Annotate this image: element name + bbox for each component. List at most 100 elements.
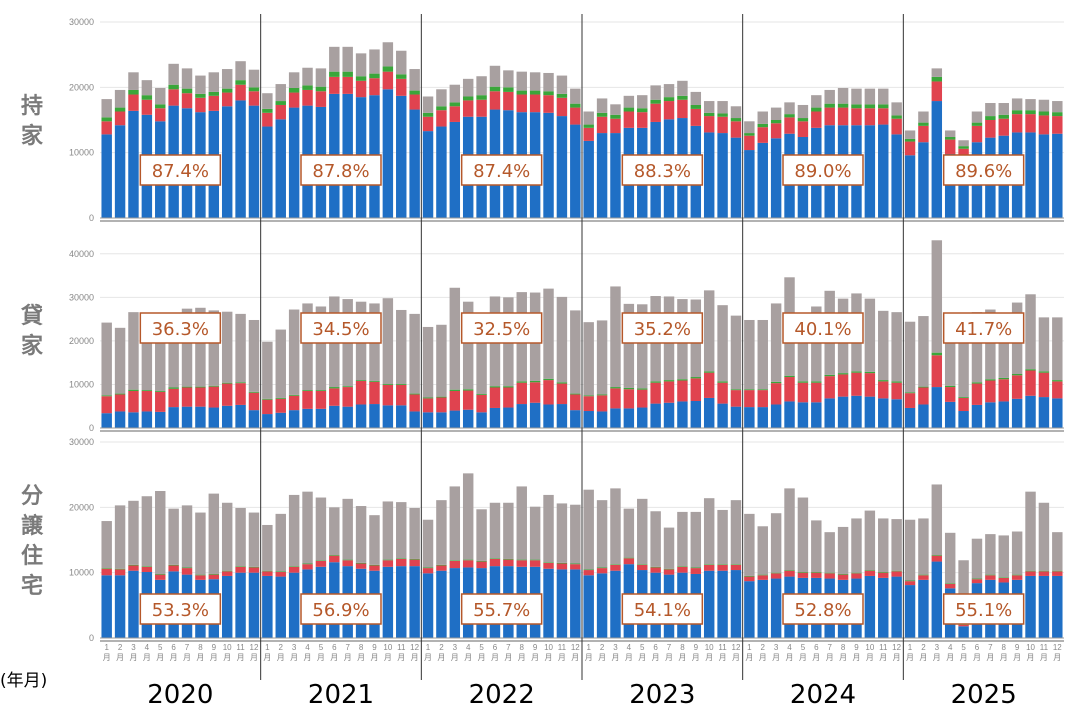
bar-segment — [1052, 133, 1063, 218]
y-tick-label: 20000 — [69, 82, 94, 92]
month-tick-part: 月 — [183, 653, 191, 662]
bar-segment — [315, 306, 327, 391]
bar-segment — [690, 567, 702, 569]
bar-segment — [529, 382, 541, 403]
bar-segment — [864, 373, 876, 397]
bar-segment — [248, 512, 260, 567]
bar-segment — [382, 560, 394, 567]
bar-segment — [262, 112, 273, 127]
month-tick-part: 月 — [719, 653, 727, 662]
bar-segment — [1052, 380, 1063, 382]
bar-segment — [904, 138, 916, 142]
share-callout-box — [621, 312, 704, 344]
bar-segment — [717, 113, 728, 117]
bar-segment — [275, 572, 286, 577]
bar-segment — [168, 407, 179, 428]
bar-segment — [757, 127, 768, 143]
bar-segment — [623, 303, 635, 388]
row-label: 分譲住宅 — [21, 484, 44, 599]
bar-segment — [355, 53, 367, 77]
bar-segment — [409, 559, 420, 567]
bar-segment — [663, 569, 675, 575]
bar-segment — [851, 88, 862, 105]
bar-segment — [181, 387, 193, 407]
month-tick-part: 月 — [799, 653, 807, 662]
month-tick-part: 月 — [170, 653, 178, 662]
bar-segment — [275, 104, 286, 120]
bar-segment — [663, 527, 675, 569]
bar-segment — [342, 559, 353, 561]
month-tick-part: 月 — [290, 653, 298, 662]
bar-segment — [677, 99, 688, 119]
month-tick-label: 12 月 — [892, 643, 901, 662]
month-tick-part: 2 — [761, 643, 766, 652]
bar-segment — [449, 486, 461, 561]
bar-segment — [503, 70, 514, 88]
bar-segment — [369, 565, 380, 571]
bar-segment — [248, 69, 260, 88]
bar-segment — [1011, 531, 1023, 575]
bar-segment — [556, 569, 568, 638]
bar-segment — [1038, 115, 1050, 135]
bar-segment — [811, 306, 822, 382]
bar-segment — [208, 574, 220, 580]
bar-segment — [610, 570, 621, 638]
bar-segment — [570, 310, 581, 394]
bar-segment — [583, 570, 594, 576]
month-tick-part: 8 — [520, 643, 525, 652]
bar-segment — [1025, 491, 1036, 571]
bar-segment — [275, 398, 286, 413]
bar-segment — [503, 407, 514, 428]
bar-segment — [931, 76, 943, 82]
month-tick-part: 月 — [370, 653, 378, 662]
bar-segment — [489, 558, 501, 559]
month-tick-part: 月 — [598, 653, 606, 662]
bar-segment — [1038, 134, 1050, 218]
bar-segment — [1052, 381, 1063, 399]
bar-segment — [583, 569, 594, 571]
month-tick-part: 5 — [319, 643, 324, 652]
month-tick-part: 5 — [640, 643, 645, 652]
bar-segment — [128, 412, 139, 428]
month-tick-part: 月 — [317, 653, 325, 662]
bar-segment — [221, 69, 233, 89]
bar-segment — [837, 573, 849, 575]
row-label-char: 貸 — [20, 303, 43, 329]
bar-segment — [637, 407, 648, 428]
bar-segment — [1038, 502, 1050, 571]
month-tick-part: 月 — [1053, 653, 1061, 662]
y-tick-label: 30000 — [69, 437, 94, 447]
bar-segment — [971, 404, 983, 428]
bar-segment — [396, 405, 407, 428]
bar-segment — [918, 122, 929, 126]
bar-segment — [422, 568, 434, 574]
bar-segment — [382, 405, 394, 428]
bar-segment — [114, 568, 126, 570]
bar-segment — [944, 401, 956, 428]
bar-segment — [409, 411, 420, 428]
bar-segment — [837, 574, 849, 580]
month-tick-part: 4 — [466, 643, 471, 652]
bar-segment — [543, 95, 554, 113]
bar-segment — [181, 386, 193, 388]
bar-segment — [904, 130, 916, 139]
month-tick-part: 2 — [279, 643, 284, 652]
bar-segment — [476, 394, 487, 413]
month-tick-part: 3 — [774, 643, 779, 652]
bar-segment — [570, 107, 581, 125]
bar-segment — [703, 132, 715, 218]
month-tick-part: 1 — [586, 643, 591, 652]
month-tick-part: 月 — [545, 653, 553, 662]
bar-segment — [262, 126, 273, 218]
bar-segment — [744, 319, 755, 390]
bar-segment — [529, 90, 541, 95]
bar-segment — [878, 124, 889, 218]
bar-segment — [623, 111, 635, 128]
bar-segment — [998, 118, 1009, 136]
bar-segment — [355, 380, 367, 381]
bar-segment — [596, 411, 608, 428]
bar-segment — [128, 312, 139, 390]
